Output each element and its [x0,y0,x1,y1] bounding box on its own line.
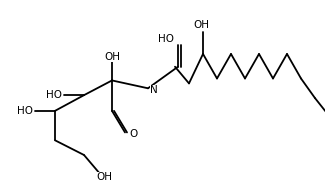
Text: OH: OH [96,172,112,182]
Text: O: O [129,129,137,139]
Text: HO: HO [46,90,62,100]
Text: OH: OH [193,19,209,29]
Text: OH: OH [104,52,120,62]
Text: HO: HO [17,106,33,116]
Text: HO: HO [158,34,174,44]
Text: N: N [150,85,158,95]
